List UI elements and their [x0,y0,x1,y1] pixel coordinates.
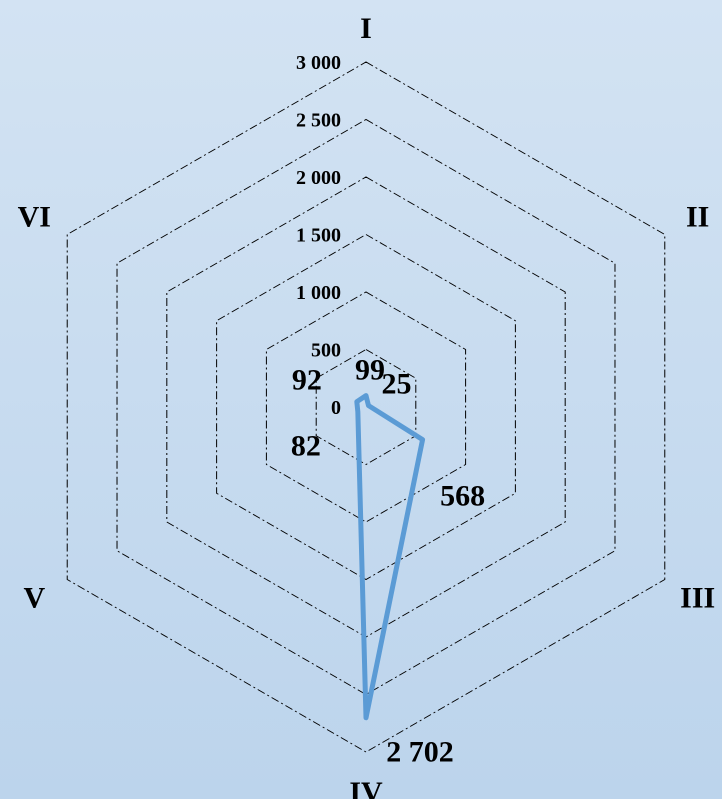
grid-ring-3 [216,233,516,581]
tick-label-5: 2 500 [296,110,341,132]
data-label-III: 568 [440,480,485,513]
data-label-V: 82 [291,430,321,463]
data-label-IV: 2 702 [386,736,454,769]
tick-label-6: 3 000 [296,52,341,74]
grid-ring-4 [166,176,566,638]
axis-label-I: I [360,12,372,45]
grid-ring-2 [265,291,467,523]
tick-label-1: 500 [311,340,341,362]
axis-label-III: III [680,582,715,615]
axis-label-II: II [686,201,709,234]
tick-label-3: 1 500 [296,225,341,247]
data-label-I: 99 [355,354,385,387]
grid-ring-5 [116,118,616,696]
data-label-VI: 92 [292,364,322,397]
axis-label-VI: VI [18,201,51,234]
axis-label-IV: IV [349,776,383,799]
grid-ring-6 [66,61,666,753]
series-line-0 [354,393,426,721]
tick-label-0: 0 [331,397,341,419]
axis-label-V: V [23,582,45,615]
grid-ring-1 [315,348,417,466]
tick-label-2: 1 000 [296,282,341,304]
data-label-II: 25 [381,368,411,401]
tick-label-4: 2 000 [296,167,341,189]
